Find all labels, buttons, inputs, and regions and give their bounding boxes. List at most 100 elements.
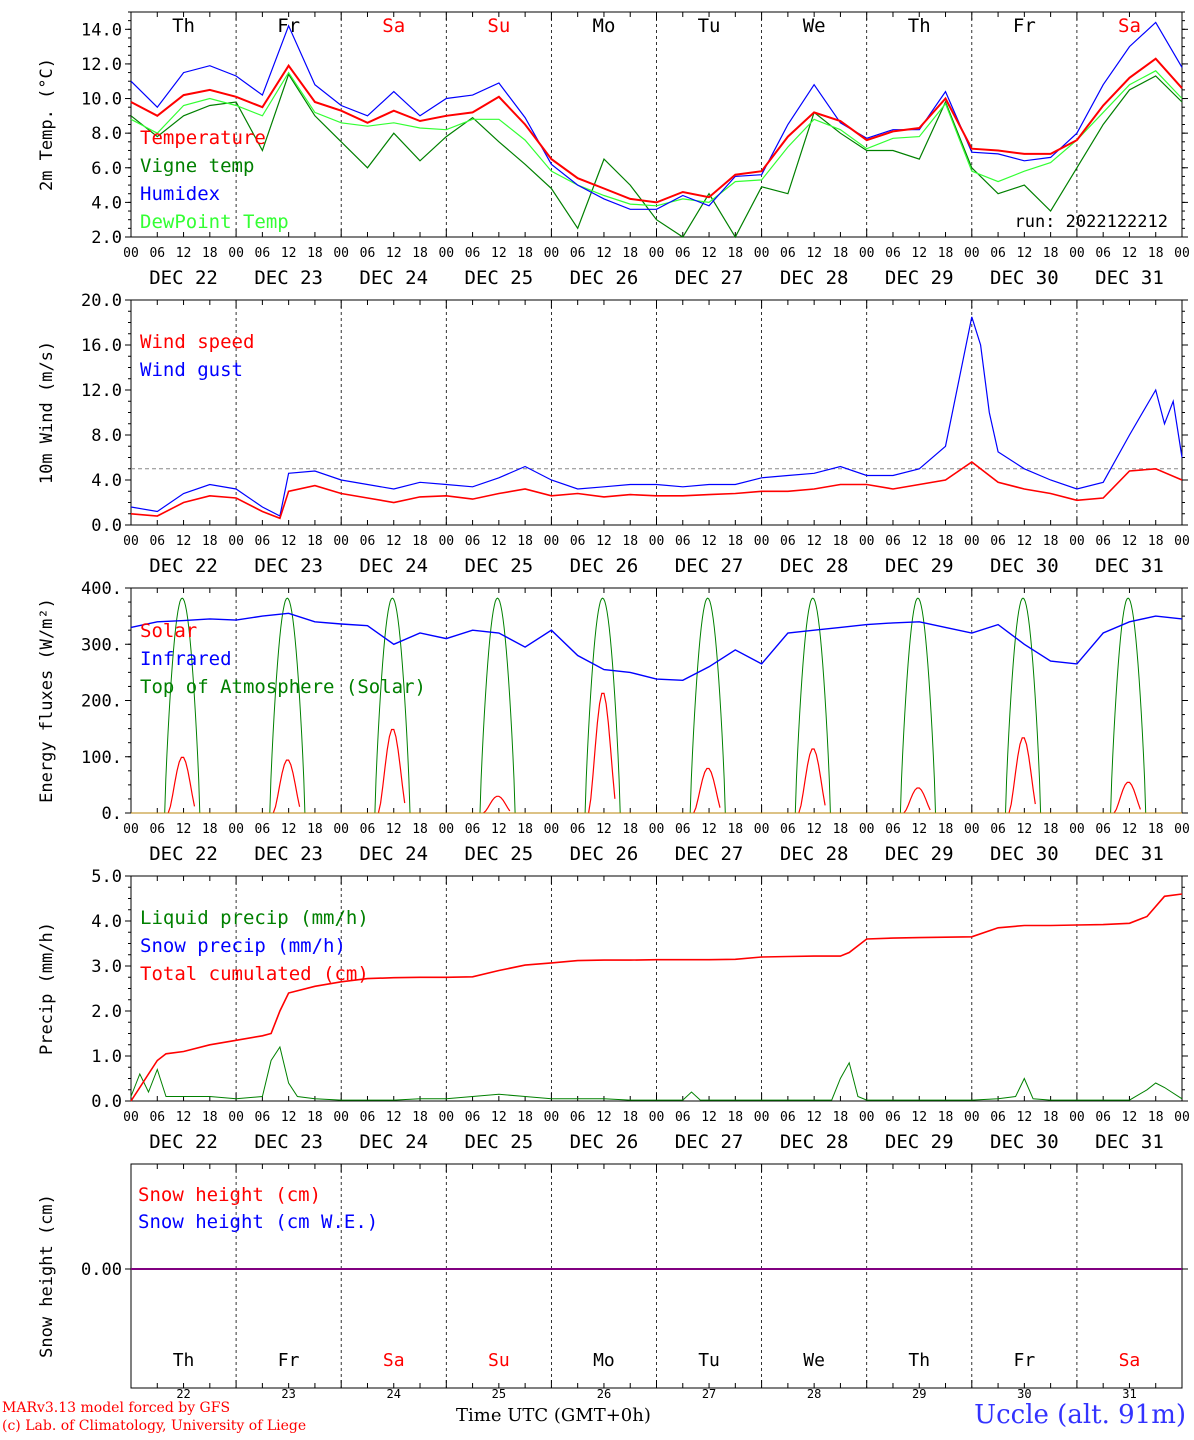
legend-entry: Snow height (cm W.E.) — [138, 1211, 378, 1233]
hour-label: 18 — [202, 1110, 218, 1125]
hour-label: 18 — [517, 246, 533, 261]
hour-label: 06 — [990, 822, 1006, 837]
hour-label: 00 — [544, 1110, 560, 1125]
hour-label: 18 — [307, 246, 323, 261]
solar-curve — [588, 692, 616, 814]
hour-label: 12 — [806, 822, 822, 837]
hour-label: 06 — [360, 822, 376, 837]
hour-label: 00 — [228, 246, 244, 261]
hour-label: 12 — [491, 534, 507, 549]
toa-solar-curve — [899, 597, 936, 814]
hour-label: 12 — [1122, 246, 1138, 261]
y-tick-label: 12.0 — [81, 55, 122, 75]
hour-label: 06 — [675, 1110, 691, 1125]
hour-label: 12 — [491, 246, 507, 261]
solar-curve — [1113, 781, 1141, 814]
hour-label: 18 — [517, 1110, 533, 1125]
y-axis-label: 2m Temp. (°C) — [37, 58, 57, 191]
hour-label: 12 — [386, 1110, 402, 1125]
y-tick-label: 4.0 — [91, 193, 122, 213]
hour-label: 12 — [806, 246, 822, 261]
hour-label: 00 — [649, 822, 665, 837]
date-label: DEC 26 — [570, 555, 639, 577]
hour-label: 06 — [360, 246, 376, 261]
hour-label: 18 — [727, 534, 743, 549]
y-tick-label: 4.0 — [91, 912, 122, 932]
y-tick-label: 8.0 — [91, 124, 122, 144]
temp-series-line — [130, 70, 1183, 207]
date-label: DEC 24 — [359, 843, 428, 865]
hour-label: 12 — [596, 1110, 612, 1125]
day-number-label: 31 — [1122, 1387, 1136, 1401]
hour-label: 00 — [964, 534, 980, 549]
hour-label: 18 — [833, 534, 849, 549]
hour-label: 06 — [255, 1110, 271, 1125]
weekday-label: We — [803, 15, 826, 37]
hour-label: 18 — [1148, 822, 1164, 837]
hour-label: 00 — [1174, 246, 1190, 261]
y-axis-label: Snow height (cm) — [37, 1194, 57, 1358]
weekday-label: Th — [908, 1350, 930, 1371]
toa-solar-curve — [584, 597, 621, 814]
hour-label: 18 — [938, 822, 954, 837]
hour-label: 12 — [701, 1110, 717, 1125]
date-label: DEC 29 — [885, 843, 954, 865]
y-axis-label: Precip (mm/h) — [37, 922, 57, 1055]
hour-label: 18 — [622, 534, 638, 549]
weekday-label: Th — [908, 15, 931, 37]
legend-entry: Snow precip (mm/h) — [140, 935, 346, 957]
date-label: DEC 28 — [780, 843, 849, 865]
solar-curve — [903, 787, 931, 814]
hour-label: 06 — [990, 1110, 1006, 1125]
y-tick-label: 20.0 — [81, 291, 122, 311]
hour-label: 18 — [622, 1110, 638, 1125]
y-axis-label: 10m Wind (m/s) — [37, 341, 57, 484]
hour-label: 00 — [1174, 822, 1190, 837]
date-label: DEC 30 — [990, 267, 1059, 289]
hour-label: 12 — [386, 246, 402, 261]
legend-entry: Humidex — [140, 183, 220, 205]
day-number-label: 26 — [597, 1387, 611, 1401]
hour-label: 18 — [833, 822, 849, 837]
date-label: DEC 25 — [465, 843, 534, 865]
hour-label: 06 — [780, 246, 796, 261]
hour-label: 12 — [281, 246, 297, 261]
hour-label: 06 — [675, 246, 691, 261]
hour-label: 00 — [544, 246, 560, 261]
solar-curve — [1008, 737, 1036, 814]
hour-label: 00 — [333, 1110, 349, 1125]
hour-label: 06 — [149, 246, 165, 261]
hour-label: 12 — [1122, 822, 1138, 837]
hour-label: 12 — [386, 822, 402, 837]
toa-solar-curve — [794, 597, 831, 814]
legend-entry: Liquid precip (mm/h) — [140, 907, 369, 929]
hour-label: 06 — [780, 534, 796, 549]
y-tick-label: 8.0 — [91, 426, 122, 446]
legend-entry: Wind gust — [140, 359, 243, 381]
hour-label: 00 — [859, 534, 875, 549]
weekday-label: Tu — [698, 1350, 720, 1371]
solar-curve — [272, 759, 301, 814]
hour-label: 18 — [1043, 1110, 1059, 1125]
date-label: DEC 24 — [359, 1131, 428, 1153]
hour-label: 06 — [149, 1110, 165, 1125]
hour-label: 18 — [202, 534, 218, 549]
hour-label: 06 — [885, 246, 901, 261]
y-tick-label: 12.0 — [81, 381, 122, 401]
hour-label: 18 — [727, 1110, 743, 1125]
hour-label: 12 — [176, 1110, 192, 1125]
solar-curve — [167, 756, 196, 814]
hour-label: 12 — [701, 534, 717, 549]
hour-label: 00 — [1069, 822, 1085, 837]
hour-label: 12 — [1017, 246, 1033, 261]
hour-label: 18 — [1148, 534, 1164, 549]
date-label: DEC 26 — [570, 267, 639, 289]
date-label: DEC 24 — [359, 267, 428, 289]
date-label: DEC 23 — [254, 267, 323, 289]
legend-entry: Temperature — [140, 127, 266, 149]
y-tick-label: 4.0 — [91, 471, 122, 491]
date-label: DEC 28 — [780, 1131, 849, 1153]
date-label: DEC 25 — [465, 267, 534, 289]
weekday-label: Sa — [1118, 15, 1141, 37]
